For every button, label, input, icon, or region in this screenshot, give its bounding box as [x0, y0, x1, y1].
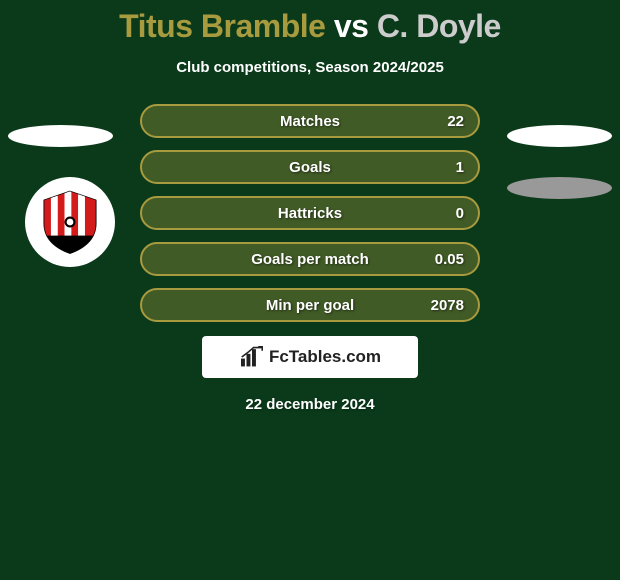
decorative-ellipse-top-right	[507, 125, 612, 147]
stat-label: Min per goal	[266, 297, 354, 314]
date-label: 22 december 2024	[0, 396, 620, 413]
stat-row: Goals 1	[140, 150, 480, 184]
player2-name: C. Doyle	[377, 8, 501, 44]
stat-label: Goals per match	[251, 251, 369, 268]
stat-row: Goals per match 0.05	[140, 242, 480, 276]
stat-value: 0.05	[435, 251, 464, 268]
stat-value: 0	[456, 205, 464, 222]
stat-row: Matches 22	[140, 104, 480, 138]
stat-value: 2078	[431, 297, 464, 314]
stat-label: Matches	[280, 113, 340, 130]
stats-list: Matches 22 Goals 1 Hattricks 0 Goals per match…	[140, 104, 480, 322]
bar-chart-icon	[239, 346, 265, 368]
subtitle: Club competitions, Season 2024/2025	[0, 59, 620, 76]
vs-label: vs	[334, 8, 369, 44]
club-badge	[25, 177, 115, 267]
player1-name: Titus Bramble	[119, 8, 325, 44]
stat-value: 22	[447, 113, 464, 130]
watermark-text: FcTables.com	[269, 347, 381, 367]
stat-value: 1	[456, 159, 464, 176]
stat-label: Goals	[289, 159, 331, 176]
comparison-title: Titus Bramble vs C. Doyle	[0, 0, 620, 45]
decorative-ellipse-bottom-right	[507, 177, 612, 199]
watermark: FcTables.com	[202, 336, 418, 378]
stat-row: Min per goal 2078	[140, 288, 480, 322]
stat-row: Hattricks 0	[140, 196, 480, 230]
decorative-ellipse-top-left	[8, 125, 113, 147]
stat-label: Hattricks	[278, 205, 342, 222]
shield-crest-icon	[36, 188, 104, 256]
